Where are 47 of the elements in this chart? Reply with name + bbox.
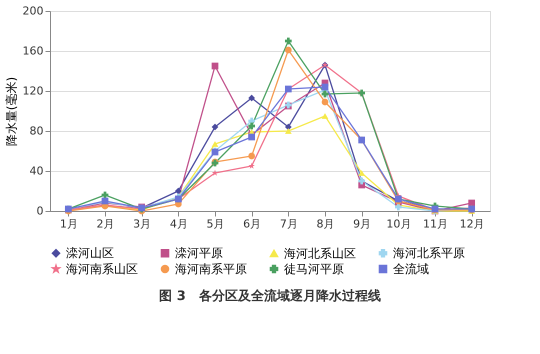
legend-label: 海河南系山区: [66, 262, 138, 276]
point: [322, 98, 328, 106]
x-tick-label: 5月: [206, 218, 224, 230]
x-tick-label: 3月: [133, 218, 152, 230]
point: [212, 141, 218, 147]
y-axis-title: 降水量(毫米): [4, 76, 19, 146]
point: [358, 170, 366, 176]
point: [322, 113, 328, 119]
legend-label: 全流域: [393, 262, 429, 276]
x-tick-label: 1月: [60, 218, 78, 230]
y-tick-label: 0: [36, 204, 44, 218]
point: [284, 46, 292, 54]
point: [174, 188, 182, 194]
point: [248, 152, 256, 160]
point: [284, 128, 292, 134]
point: [102, 192, 108, 198]
point: [248, 162, 255, 169]
x-tick-label: 6月: [243, 218, 262, 230]
x-tick-label: 10月: [386, 218, 412, 230]
legend-label: 徒马河平原: [284, 262, 344, 276]
y-tick-label: 200: [22, 4, 44, 18]
legend-label: 滦河山区: [66, 246, 114, 260]
x-tick-label: 2月: [96, 218, 114, 230]
legend-label: 海河北系山区: [284, 246, 356, 260]
point: [322, 84, 328, 90]
y-tick-label: 40: [30, 164, 44, 178]
point: [284, 124, 292, 130]
point: [284, 38, 292, 44]
legend-label: 海河北系平原: [393, 246, 465, 260]
x-tick-label: 12月: [460, 218, 485, 230]
x-tick-label: 8月: [316, 218, 334, 230]
point: [248, 94, 256, 102]
point: [394, 204, 402, 210]
legend-label: 滦河平原: [175, 246, 223, 260]
y-tick-label: 80: [30, 124, 44, 138]
x-tick-label: 7月: [280, 218, 298, 230]
point: [212, 124, 218, 130]
legend-label: 海河南系平原: [175, 262, 247, 276]
point: [248, 122, 256, 130]
text: 图 3 各分区及全流域逐月降水过程线: [159, 288, 381, 304]
point: [212, 62, 218, 70]
point: [322, 90, 328, 98]
x-tick-label: 9月: [353, 218, 372, 230]
x-tick-label: 4月: [170, 218, 188, 230]
y-tick-label: 160: [22, 44, 44, 58]
x-tick-label: 11月: [423, 218, 448, 230]
y-tick-label: 120: [22, 84, 44, 98]
